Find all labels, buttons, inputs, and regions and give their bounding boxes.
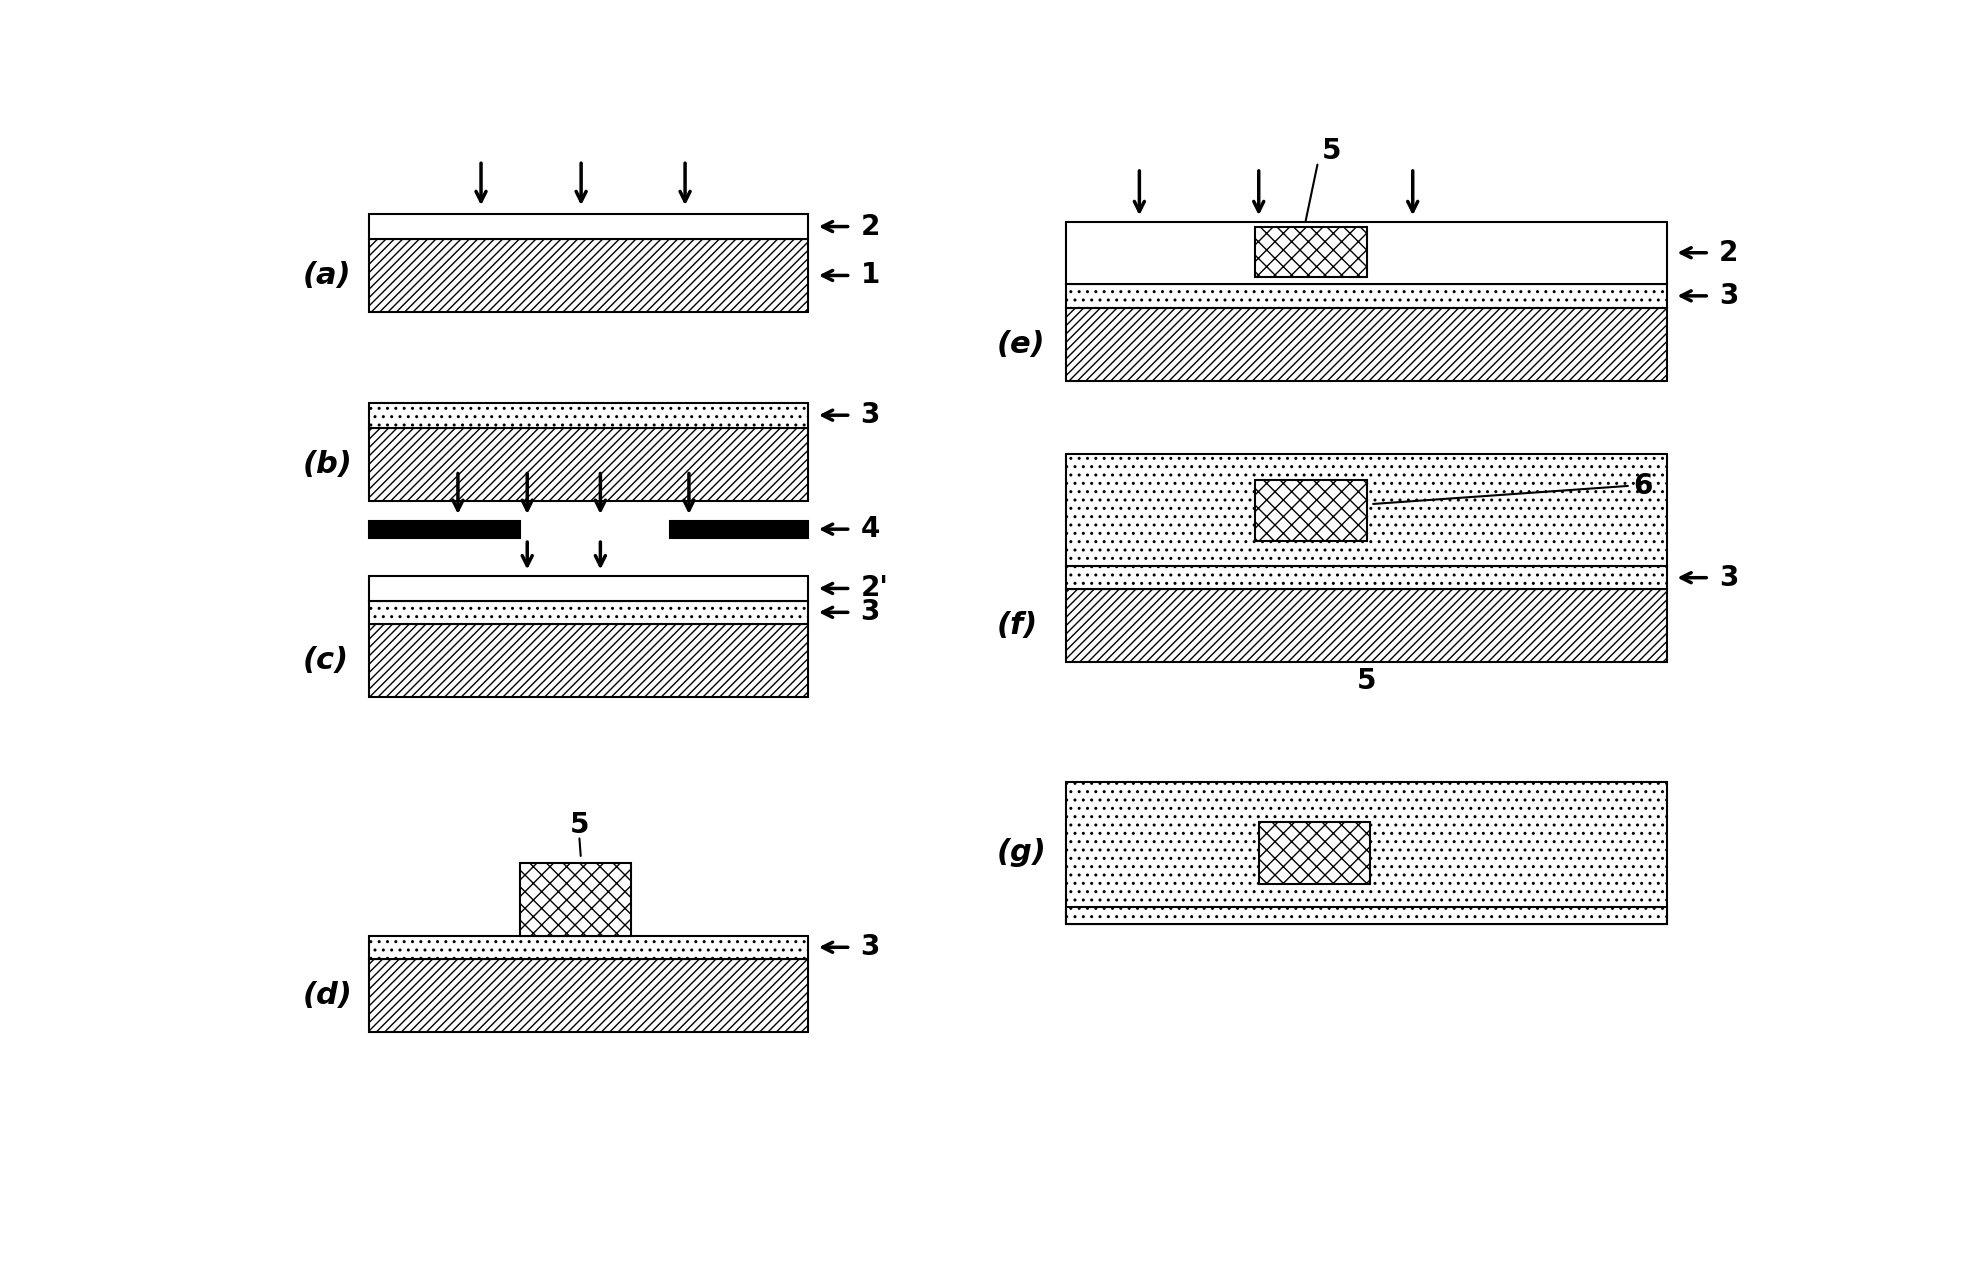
Bar <box>1067 782 1667 925</box>
Text: 2: 2 <box>861 212 880 240</box>
Text: (c): (c) <box>302 646 349 675</box>
Text: 3: 3 <box>1720 563 1739 591</box>
Bar <box>1259 822 1371 884</box>
Bar <box>669 520 808 538</box>
Text: 5: 5 <box>1357 668 1377 696</box>
Text: 5: 5 <box>1322 137 1341 165</box>
Bar <box>369 427 808 501</box>
Bar <box>369 576 808 600</box>
Bar <box>369 214 808 239</box>
Bar <box>369 623 808 697</box>
Bar <box>369 520 520 538</box>
Bar <box>1255 480 1367 541</box>
Bar <box>1067 221 1667 284</box>
Text: 5: 5 <box>569 812 588 840</box>
Text: 1: 1 <box>861 262 880 290</box>
Bar <box>369 403 808 427</box>
Bar <box>369 936 808 959</box>
Bar <box>1067 566 1667 589</box>
Text: 3: 3 <box>861 401 880 429</box>
Text: 6: 6 <box>1634 472 1653 500</box>
Text: (a): (a) <box>302 261 351 290</box>
Bar <box>1067 284 1667 308</box>
Text: (e): (e) <box>996 331 1045 359</box>
Bar <box>369 239 808 312</box>
Text: (b): (b) <box>302 449 353 478</box>
Bar <box>1255 228 1367 277</box>
Text: 3: 3 <box>861 934 880 962</box>
Text: 3: 3 <box>861 598 880 626</box>
Bar <box>369 959 808 1032</box>
Bar <box>1067 308 1667 382</box>
Bar <box>1067 454 1667 566</box>
Text: 3: 3 <box>1720 282 1739 310</box>
Text: (d): (d) <box>302 981 353 1010</box>
Text: 2: 2 <box>1720 239 1739 267</box>
Bar <box>1067 907 1667 925</box>
Text: (f): (f) <box>996 612 1037 640</box>
Bar <box>520 862 631 936</box>
Bar <box>369 600 808 623</box>
Text: (g): (g) <box>996 838 1047 868</box>
Text: 2': 2' <box>861 575 888 603</box>
Text: 4: 4 <box>861 515 880 543</box>
Bar <box>1067 589 1667 663</box>
